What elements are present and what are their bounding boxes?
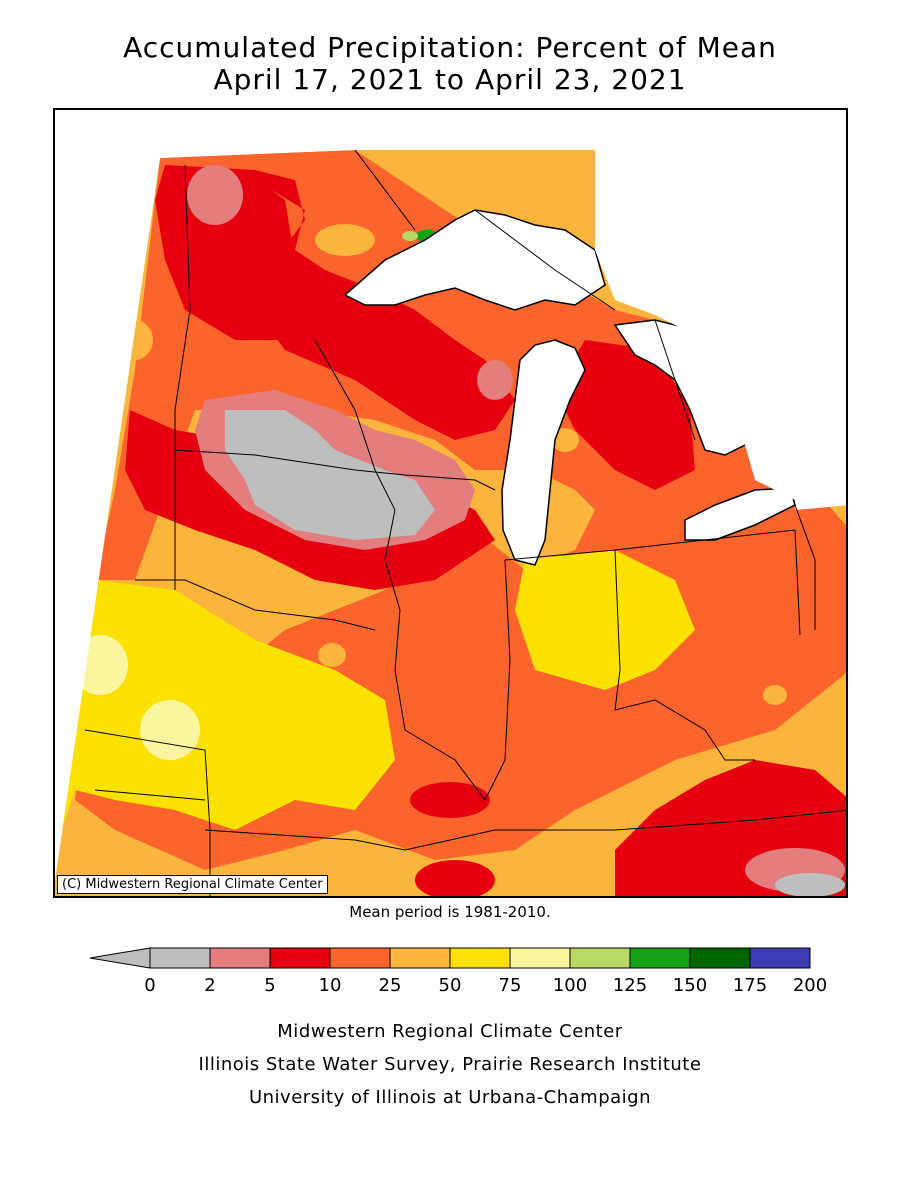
region-light-yellow-kansas: [140, 700, 200, 760]
no-data-east: [795, 110, 846, 510]
legend-swatch-2: [269, 947, 331, 969]
legend-swatch-4: [389, 947, 451, 969]
region-yellow-southwest: [55, 580, 395, 850]
legend-tick-label: 75: [499, 975, 522, 996]
legend-below-min-arrow: [89, 947, 151, 969]
region-pink-wisconsin: [477, 360, 513, 400]
legend-tick-label: 100: [553, 975, 587, 996]
legend-tick-label: 50: [439, 975, 462, 996]
legend-ticks: 0 2 5 10 25 50 75 100 125 150 175 200: [144, 975, 827, 996]
legend-tick-label: 25: [379, 975, 402, 996]
region-orange-spot-mn: [315, 224, 375, 256]
precipitation-map: (C) Midwestern Regional Climate Center: [53, 108, 848, 898]
lake-ontario-canada: [595, 150, 795, 500]
legend-swatch-7: [569, 947, 631, 969]
legend-tick-label: 0: [144, 975, 155, 996]
legend-tick-label: 5: [264, 975, 275, 996]
copyright-label: (C) Midwestern Regional Climate Center: [57, 875, 328, 894]
legend-swatch-10: [749, 947, 811, 969]
region-yellow-central: [515, 550, 695, 690]
no-data-top: [160, 110, 795, 158]
region-red-michigan: [555, 340, 695, 490]
legend-swatch-6: [509, 947, 571, 969]
region-orange-spot-oh: [763, 685, 787, 705]
region-gray-southeast: [775, 873, 845, 896]
legend-tick-label: 125: [613, 975, 647, 996]
legend-tick-label: 2: [204, 975, 215, 996]
legend-swatch-3: [329, 947, 391, 969]
legend-tick-label: 200: [793, 975, 827, 996]
region-orange-spot-ia: [318, 643, 346, 667]
color-legend: 0 2 5 10 25 50 75 100 125 150 175 200: [89, 947, 827, 996]
region-pink-north: [187, 165, 243, 225]
map-date-range: April 17, 2021 to April 23, 2021: [213, 63, 687, 96]
legend-swatch-8: [629, 947, 691, 969]
map-title: Accumulated Precipitation: Percent of Me…: [123, 31, 777, 64]
legend-tick-label: 10: [319, 975, 342, 996]
credit-isws: Illinois State Water Survey, Prairie Res…: [198, 1054, 702, 1075]
region-red-bootheel: [415, 860, 495, 896]
legend-swatch-0: [149, 947, 211, 969]
map-canvas: [55, 110, 846, 896]
legend-swatch-5: [449, 947, 511, 969]
region-0-2-percent: [225, 410, 435, 540]
legend-tick-label: 150: [673, 975, 707, 996]
credit-uiuc: University of Illinois at Urbana-Champai…: [248, 1087, 652, 1108]
credit-mrcc: Midwestern Regional Climate Center: [277, 1021, 623, 1042]
legend-swatch-1: [209, 947, 271, 969]
legend-tick-label: 175: [733, 975, 767, 996]
mean-period-note: Mean period is 1981-2010.: [349, 903, 551, 921]
legend-swatch-9: [689, 947, 751, 969]
no-data-west: [55, 158, 160, 880]
region-red-missouri-spot: [410, 782, 490, 818]
legend-bar: [89, 947, 811, 969]
region-lightgreen-superior: [402, 231, 418, 241]
lake-michigan: [501, 339, 586, 566]
state-boundaries: [84, 149, 846, 896]
lake-superior: [343, 209, 606, 311]
